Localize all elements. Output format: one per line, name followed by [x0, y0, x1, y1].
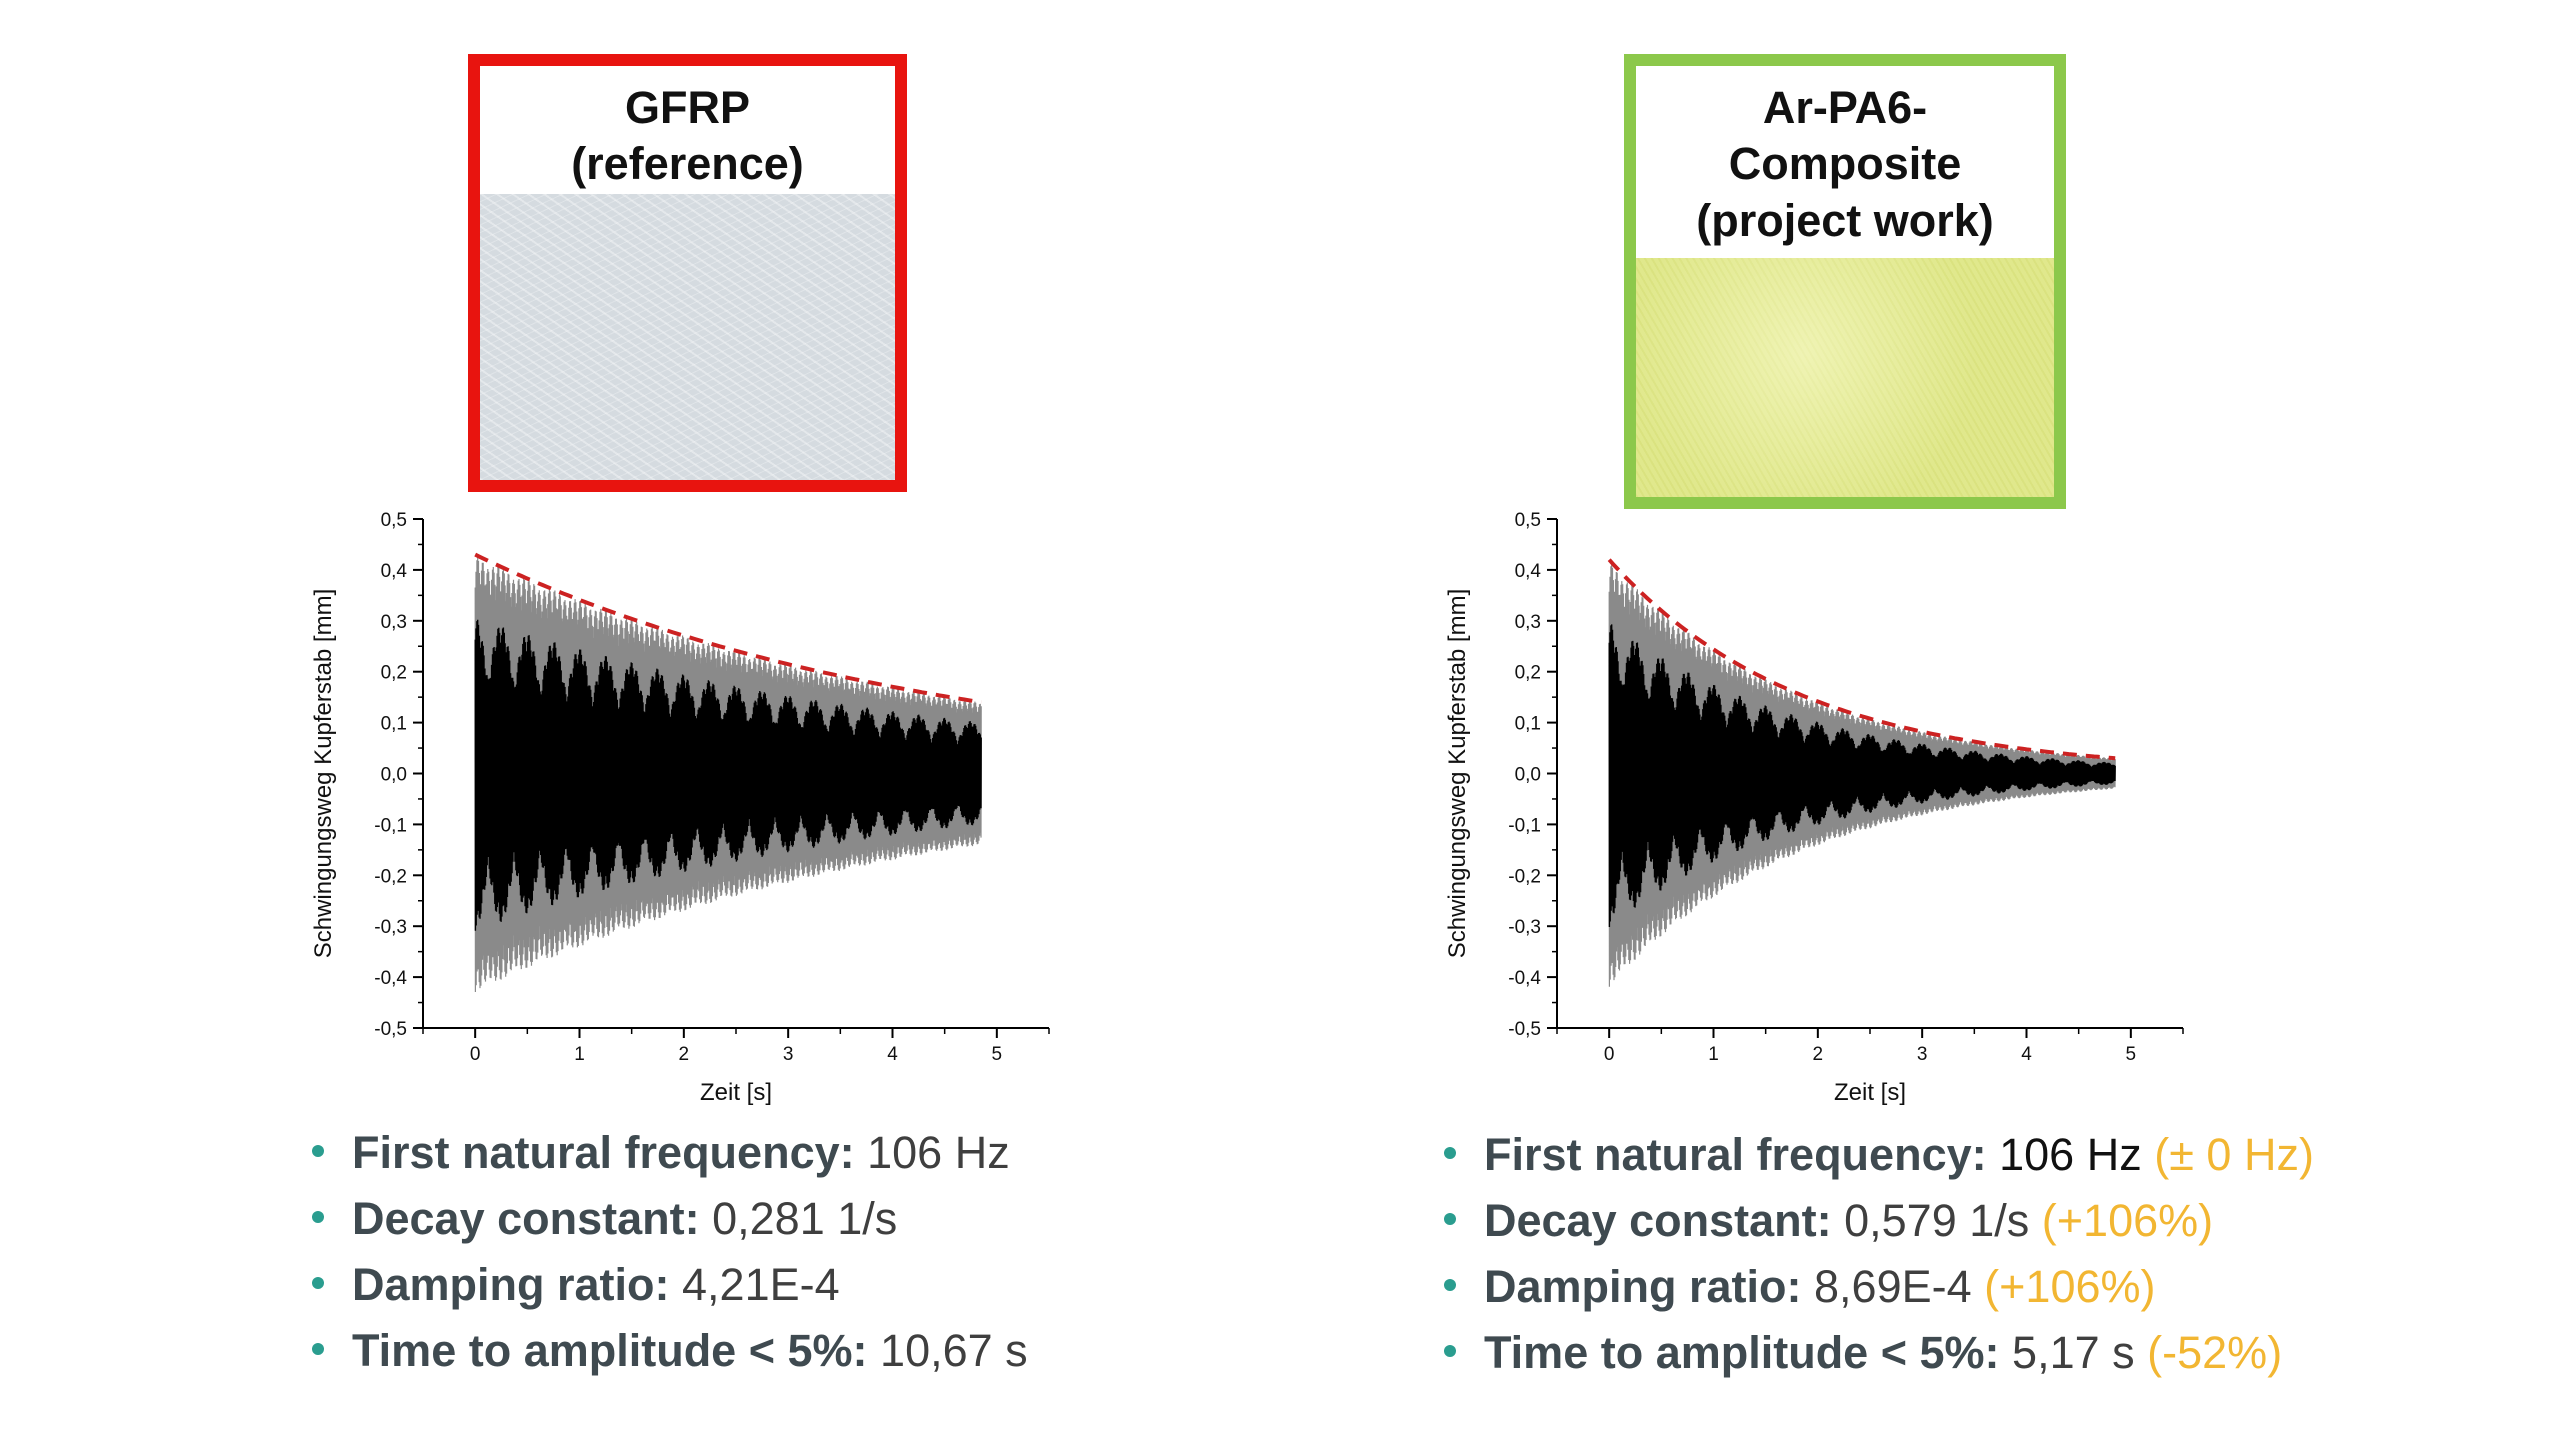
stat-label: Damping ratio:: [1484, 1261, 1802, 1312]
x-axis-label: Zeit [s]: [700, 1079, 772, 1106]
y-tick-label: -0,1: [1508, 815, 1541, 836]
sample-photo-ar-pa6: [1636, 258, 2054, 497]
y-tick-label: 0,1: [1515, 714, 1541, 735]
y-tick-label: 0,3: [1515, 612, 1541, 633]
x-tick-label: 0: [470, 1044, 481, 1065]
y-tick-label: -0,1: [374, 815, 407, 836]
x-tick-label: 3: [1917, 1044, 1928, 1065]
sample-title-ar-pa6: Ar-PA6- Composite (project work): [1636, 66, 2054, 249]
x-tick-label: 4: [887, 1044, 898, 1065]
y-tick-label: 0,5: [381, 510, 407, 531]
x-tick-label: 2: [679, 1044, 690, 1065]
stats-list-gfrp: First natural frequency: 106 Hz Decay co…: [312, 1120, 1028, 1384]
stat-delta: (-52%): [2147, 1327, 2283, 1378]
stat-value: 106 Hz: [1999, 1129, 2142, 1180]
bullet-icon: [312, 1277, 324, 1289]
y-tick-label: 0,4: [1515, 561, 1542, 582]
stat-delta: (± 0 Hz): [2154, 1129, 2314, 1180]
stat-label: Decay constant:: [352, 1193, 700, 1244]
x-tick-label: 5: [992, 1044, 1003, 1065]
bullet-icon: [312, 1145, 324, 1157]
oscillation-series: [1608, 624, 2116, 928]
y-tick-label: 0,2: [1515, 663, 1541, 684]
sample-title-gfrp: GFRP (reference): [480, 66, 895, 193]
stat-label: Damping ratio:: [352, 1259, 670, 1310]
y-tick-label: -0,3: [1508, 917, 1541, 938]
sample-title-line: (project work): [1696, 194, 1994, 246]
y-tick-label: 0,4: [381, 561, 408, 582]
oscillation-series-outer: [1608, 562, 2116, 987]
decay-envelope: [474, 552, 982, 705]
stat-delta: (+106%): [1984, 1261, 2156, 1312]
sample-title-line: Ar-PA6-: [1762, 82, 1928, 133]
sample-title-line: GFRP: [624, 82, 750, 133]
sample-photo-gfrp: [480, 194, 895, 480]
sample-box-ar-pa6: Ar-PA6- Composite (project work): [1624, 54, 2066, 509]
chart-gfrp: 0,5 0,4 0,3 0,2 0,1 0,0 -0,1 -0,2 -0,3 -0,4 -0,5 0 1…: [310, 510, 1050, 1106]
x-tick-label: 1: [574, 1044, 585, 1065]
stat-item-decay: Decay constant: 0,281 1/s: [312, 1186, 1028, 1252]
y-tick-label: -0,4: [1508, 968, 1541, 989]
stat-item-frequency: First natural frequency: 106 Hz (± 0 Hz): [1444, 1122, 2314, 1188]
stat-item-damping: Damping ratio: 4,21E-4: [312, 1252, 1028, 1318]
stat-value: 5,17 s: [2012, 1327, 2135, 1378]
x-tick-label: 2: [1813, 1044, 1824, 1065]
y-tick-label: 0,1: [381, 714, 407, 735]
y-tick-label: 0,3: [381, 612, 407, 633]
stat-value: 4,21E-4: [682, 1259, 840, 1310]
sample-title-line: (reference): [571, 138, 804, 190]
oscillation-series: [474, 619, 982, 931]
y-axis-label: Schwingungsweg Kupferstab [mm]: [1444, 589, 1471, 959]
oscillation-series-outer: [474, 556, 982, 993]
bullet-icon: [1444, 1345, 1456, 1357]
y-tick-label: -0,2: [374, 866, 407, 887]
x-axis-label: Zeit [s]: [1834, 1079, 1906, 1106]
y-tick-label: -0,5: [1508, 1019, 1541, 1040]
bullet-icon: [1444, 1213, 1456, 1225]
y-tick-label: -0,2: [1508, 866, 1541, 887]
stat-value: 0,281 1/s: [712, 1193, 898, 1244]
sample-title-line: Composite: [1728, 138, 1962, 190]
y-tick-label: 0,0: [381, 765, 407, 786]
stats-list-ar-pa6: First natural frequency: 106 Hz (± 0 Hz)…: [1444, 1122, 2314, 1386]
y-tick-label: -0,5: [374, 1019, 407, 1040]
stat-item-damping: Damping ratio: 8,69E-4 (+106%): [1444, 1254, 2314, 1320]
chart-ar-pa6: 0,5 0,4 0,3 0,2 0,1 0,0 -0,1 -0,2 -0,3 -0,4 -0,5 0 1…: [1444, 510, 2184, 1106]
stat-item-time: Time to amplitude < 5%: 5,17 s (-52%): [1444, 1320, 2314, 1386]
bullet-icon: [312, 1211, 324, 1223]
stat-item-decay: Decay constant: 0,579 1/s (+106%): [1444, 1188, 2314, 1254]
x-tick-label: 0: [1604, 1044, 1615, 1065]
stat-value: 8,69E-4: [1814, 1261, 1972, 1312]
x-tick-label: 1: [1708, 1044, 1719, 1065]
decay-envelope: [1607, 558, 2116, 761]
stat-value: 0,579 1/s: [1844, 1195, 2030, 1246]
bullet-icon: [1444, 1279, 1456, 1291]
stat-item-time: Time to amplitude < 5%: 10,67 s: [312, 1318, 1028, 1384]
x-tick-label: 4: [2021, 1044, 2032, 1065]
y-tick-label: 0,5: [1515, 510, 1541, 531]
stat-label: Time to amplitude < 5%:: [352, 1325, 868, 1376]
stat-item-frequency: First natural frequency: 106 Hz: [312, 1120, 1028, 1186]
y-tick-label: 0,0: [1515, 765, 1541, 786]
stat-value: 10,67 s: [880, 1325, 1028, 1376]
y-axis-label: Schwingungsweg Kupferstab [mm]: [310, 589, 337, 959]
x-tick-label: 5: [2126, 1044, 2137, 1065]
stat-label: Decay constant:: [1484, 1195, 1832, 1246]
stat-label: Time to amplitude < 5%:: [1484, 1327, 2000, 1378]
bullet-icon: [1444, 1147, 1456, 1159]
stat-label: First natural frequency:: [352, 1127, 855, 1178]
stat-value: 106 Hz: [867, 1127, 1010, 1178]
stat-delta: (+106%): [2041, 1195, 2214, 1246]
y-tick-label: -0,3: [374, 917, 407, 938]
y-tick-label: 0,2: [381, 663, 407, 684]
sample-box-gfrp: GFRP (reference): [468, 54, 907, 492]
y-tick-label: -0,4: [374, 968, 407, 989]
x-tick-label: 3: [783, 1044, 794, 1065]
stat-label: First natural frequency:: [1484, 1129, 1987, 1180]
bullet-icon: [312, 1343, 324, 1355]
